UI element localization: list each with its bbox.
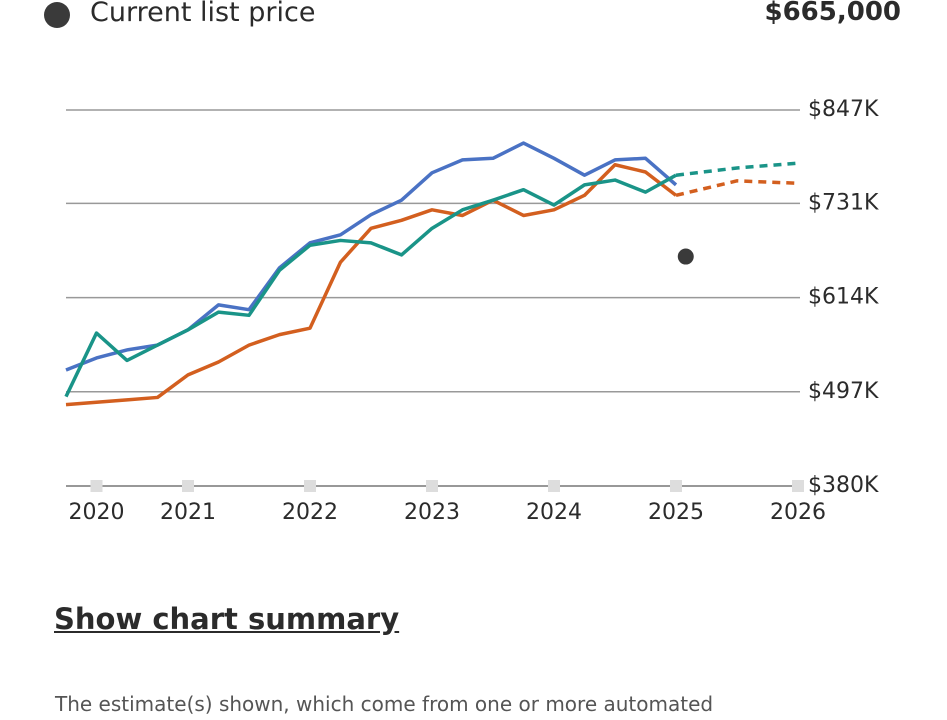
x-tick bbox=[182, 480, 194, 492]
y-tick-label: $847K bbox=[808, 97, 879, 122]
x-tick-label: 2021 bbox=[160, 500, 216, 525]
legend-label: Current list price bbox=[90, 0, 316, 28]
legend: Current list price $665,000 bbox=[0, 0, 947, 30]
list-price-marker bbox=[677, 248, 694, 265]
x-tick-label: 2026 bbox=[770, 500, 826, 525]
x-tick bbox=[670, 480, 682, 492]
x-tick bbox=[792, 480, 804, 492]
x-tick bbox=[548, 480, 560, 492]
disclaimer: The estimate(s) shown, which come from o… bbox=[55, 692, 714, 716]
x-tick-label: 2020 bbox=[69, 500, 125, 525]
legend-dot bbox=[44, 2, 70, 28]
y-tick-label: $380K bbox=[808, 473, 879, 498]
x-tick-label: 2023 bbox=[404, 500, 460, 525]
chart: $380K $497K $614K $731K $847K 2020 2021 2022 202… bbox=[64, 97, 879, 525]
x-tick bbox=[426, 480, 438, 492]
y-tick-label: $497K bbox=[808, 379, 879, 404]
x-tick-label: 2022 bbox=[282, 500, 338, 525]
x-tick-label: 2025 bbox=[648, 500, 704, 525]
series-line bbox=[65, 162, 678, 407]
x-tick bbox=[304, 480, 316, 492]
list-price: $665,000 bbox=[764, 0, 901, 27]
series-line bbox=[675, 161, 799, 177]
series-line bbox=[675, 179, 799, 198]
y-tick-label: $731K bbox=[808, 190, 879, 215]
series-line bbox=[64, 173, 677, 398]
show-chart-summary[interactable]: Show chart summary bbox=[54, 602, 400, 636]
y-tick-label: $614K bbox=[808, 285, 879, 310]
x-tick bbox=[90, 480, 103, 492]
series-line bbox=[65, 141, 678, 372]
x-tick-label: 2024 bbox=[526, 500, 582, 525]
